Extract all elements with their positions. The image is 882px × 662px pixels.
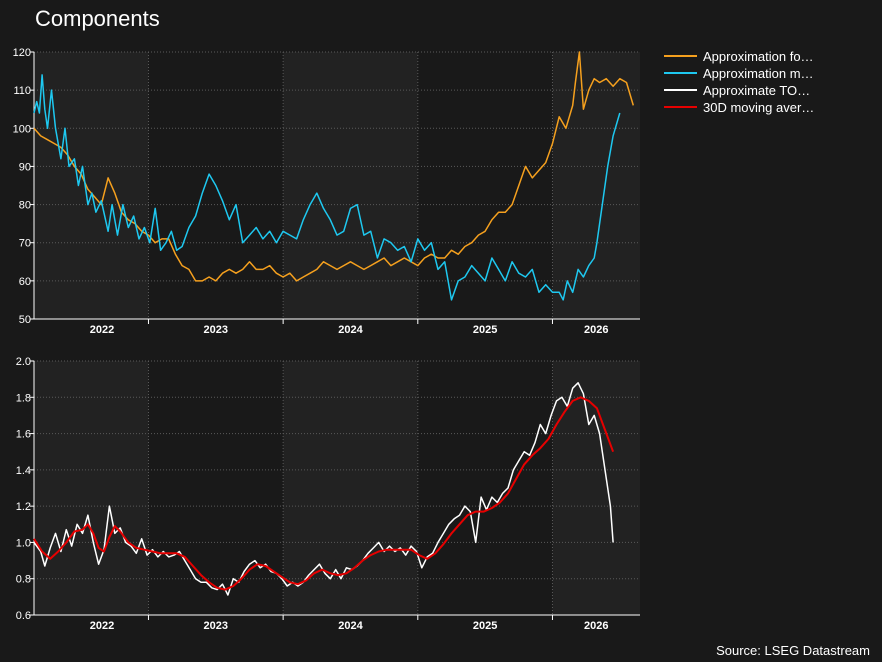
y-tick-label: 50	[19, 314, 31, 326]
x-tick-label: 2023	[204, 620, 228, 632]
year-band	[552, 361, 640, 615]
y-tick-label: 0.6	[16, 610, 31, 622]
legend-label: Approximation fo…	[703, 49, 814, 64]
x-tick-label: 2025	[473, 324, 497, 336]
x-tick-label: 2024	[338, 620, 363, 632]
y-tick-label: 2.0	[16, 356, 31, 368]
legend-label: Approximate TO…	[703, 83, 810, 98]
y-tick-label: 110	[13, 85, 31, 97]
y-tick-label: 0.8	[16, 574, 31, 586]
y-tick-label: 1.8	[16, 392, 31, 404]
x-tick-label: 2026	[584, 620, 608, 632]
source-note: Source: LSEG Datastream	[716, 643, 870, 658]
y-tick-label: 120	[13, 47, 31, 59]
y-tick-label: 1.0	[16, 537, 31, 549]
y-tick-label: 60	[19, 276, 31, 288]
y-tick-label: 1.4	[16, 465, 31, 477]
year-band	[417, 361, 553, 615]
series-line	[33, 74, 621, 301]
legend: Approximation fo… Approximation m… Approxi…	[664, 49, 814, 115]
x-tick-label: 2022	[90, 620, 114, 632]
y-tick-label: 100	[13, 123, 31, 135]
year-band	[283, 52, 418, 319]
x-tick-label: 2024	[338, 324, 363, 336]
year-band	[552, 52, 640, 319]
year-band	[34, 361, 149, 615]
legend-label: Approximation m…	[703, 66, 814, 81]
y-tick-label: 80	[19, 200, 31, 212]
x-tick-label: 2025	[473, 620, 497, 632]
y-tick-label: 90	[19, 161, 31, 173]
bottom-panel: 0.6 0.8 1.0 1.2 1.4 1.6 1.8 2.0 2022 2023 2024 2025…	[16, 356, 640, 632]
y-tick-label: 1.6	[16, 429, 31, 441]
x-tick-label: 2023	[204, 324, 228, 336]
y-tick-label: 1.2	[16, 501, 31, 513]
x-tick-label: 2026	[584, 324, 608, 336]
page-title: Components	[35, 6, 160, 31]
year-band	[34, 52, 149, 319]
year-band	[148, 361, 284, 615]
series-line	[33, 396, 615, 591]
year-band	[283, 361, 418, 615]
series-line	[33, 382, 614, 596]
year-band	[417, 52, 553, 319]
y-tick-label: 70	[19, 238, 31, 250]
top-panel: 50 60 70 80 90 100 110 120 2022 2023 2024 2025 2026	[13, 47, 640, 336]
legend-label: 30D moving aver…	[703, 100, 814, 115]
x-tick-label: 2022	[90, 324, 114, 336]
